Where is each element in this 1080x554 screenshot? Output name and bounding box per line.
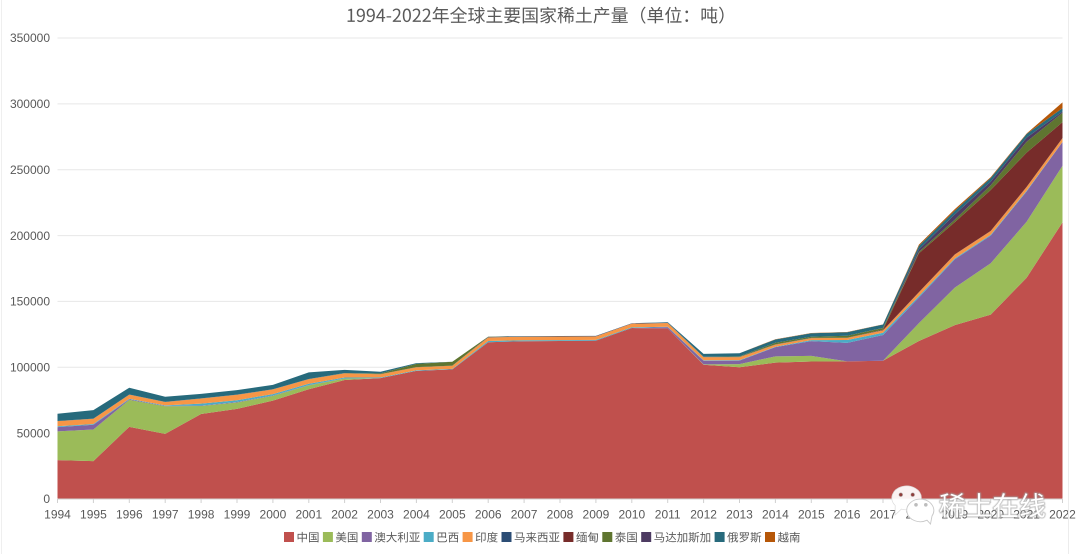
svg-text:2015: 2015 (798, 508, 825, 522)
svg-text:2005: 2005 (439, 508, 466, 522)
svg-text:100000: 100000 (10, 361, 50, 375)
svg-text:1997: 1997 (152, 508, 179, 522)
svg-text:1994: 1994 (44, 508, 71, 522)
svg-text:2022: 2022 (1049, 508, 1076, 522)
svg-text:1996: 1996 (116, 508, 143, 522)
svg-text:2010: 2010 (618, 508, 645, 522)
svg-text:2000: 2000 (260, 508, 287, 522)
svg-text:50000: 50000 (17, 426, 51, 440)
svg-text:300000: 300000 (10, 97, 50, 111)
svg-text:2009: 2009 (583, 508, 610, 522)
svg-text:2001: 2001 (295, 508, 322, 522)
svg-text:2012: 2012 (690, 508, 717, 522)
svg-text:2007: 2007 (511, 508, 538, 522)
svg-text:1998: 1998 (188, 508, 215, 522)
svg-text:250000: 250000 (10, 163, 50, 177)
svg-text:2014: 2014 (762, 508, 789, 522)
svg-text:1999: 1999 (224, 508, 251, 522)
svg-text:150000: 150000 (10, 295, 50, 309)
svg-text:2008: 2008 (547, 508, 574, 522)
svg-text:2003: 2003 (367, 508, 394, 522)
svg-text:0: 0 (43, 492, 50, 506)
svg-text:2017: 2017 (870, 508, 897, 522)
svg-text:1995: 1995 (80, 508, 107, 522)
svg-text:2004: 2004 (403, 508, 430, 522)
svg-text:2002: 2002 (331, 508, 358, 522)
svg-text:2011: 2011 (655, 508, 681, 522)
svg-text:2013: 2013 (726, 508, 753, 522)
svg-text:2016: 2016 (834, 508, 861, 522)
svg-text:200000: 200000 (10, 229, 50, 243)
svg-text:2006: 2006 (475, 508, 502, 522)
svg-text:350000: 350000 (10, 31, 50, 45)
